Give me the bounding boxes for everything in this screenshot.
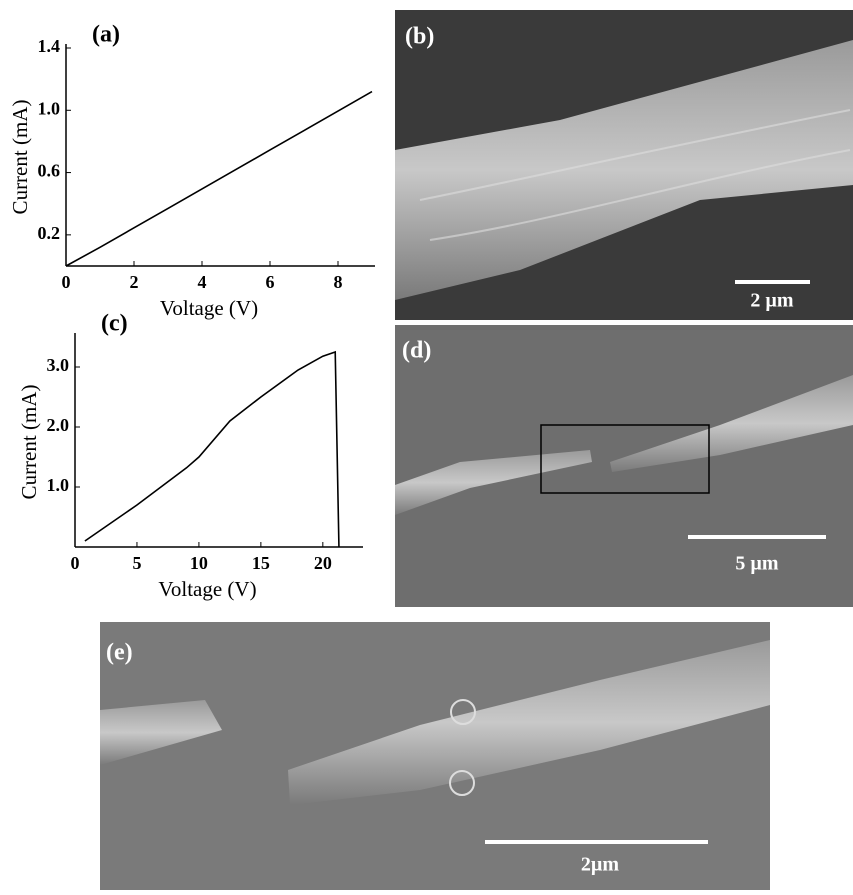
y-tick-label: 0.6 — [38, 161, 61, 181]
x-tick-label: 5 — [132, 553, 141, 573]
x-tick-label: 0 — [62, 272, 71, 292]
x-tick-label: 6 — [266, 272, 275, 292]
y-tick-label: 1.4 — [38, 36, 61, 56]
sem-image-d: (d) 5 µm — [395, 325, 853, 607]
panel-label: (a) — [92, 22, 120, 48]
panel-label: (d) — [402, 338, 431, 364]
y-tick-label: 3.0 — [47, 355, 70, 375]
data-line — [65, 90, 373, 267]
x-axis-label: Voltage (V) — [160, 296, 258, 320]
y-axis-label: Current (mA) — [17, 385, 41, 500]
x-tick-label: 2 — [130, 272, 139, 292]
x-tick-label: 20 — [314, 553, 332, 573]
x-tick-label: 10 — [190, 553, 208, 573]
scale-bar-label: 2µm — [581, 854, 620, 876]
y-tick-label: 0.2 — [38, 223, 61, 243]
sem-image-b: (b) 2 µm — [395, 10, 853, 320]
y-tick-label: 1.0 — [47, 475, 70, 495]
y-axis-label: Current (mA) — [8, 100, 32, 215]
x-axis-label: Voltage (V) — [158, 577, 256, 601]
panel-label: (e) — [106, 640, 133, 666]
x-tick-label: 4 — [198, 272, 207, 292]
scale-bar-label: 2 µm — [750, 290, 794, 312]
sem-image-e: (e) 2µm — [100, 622, 770, 890]
panel-label: (b) — [405, 24, 434, 50]
scale-bar-label: 5 µm — [735, 553, 779, 575]
data-line — [84, 350, 340, 548]
x-tick-label: 0 — [71, 553, 80, 573]
x-tick-label: 8 — [334, 272, 343, 292]
y-tick-label: 2.0 — [47, 415, 70, 435]
x-tick-label: 15 — [252, 553, 270, 573]
y-tick-label: 1.0 — [38, 98, 61, 118]
panel-label: (c) — [101, 311, 128, 337]
